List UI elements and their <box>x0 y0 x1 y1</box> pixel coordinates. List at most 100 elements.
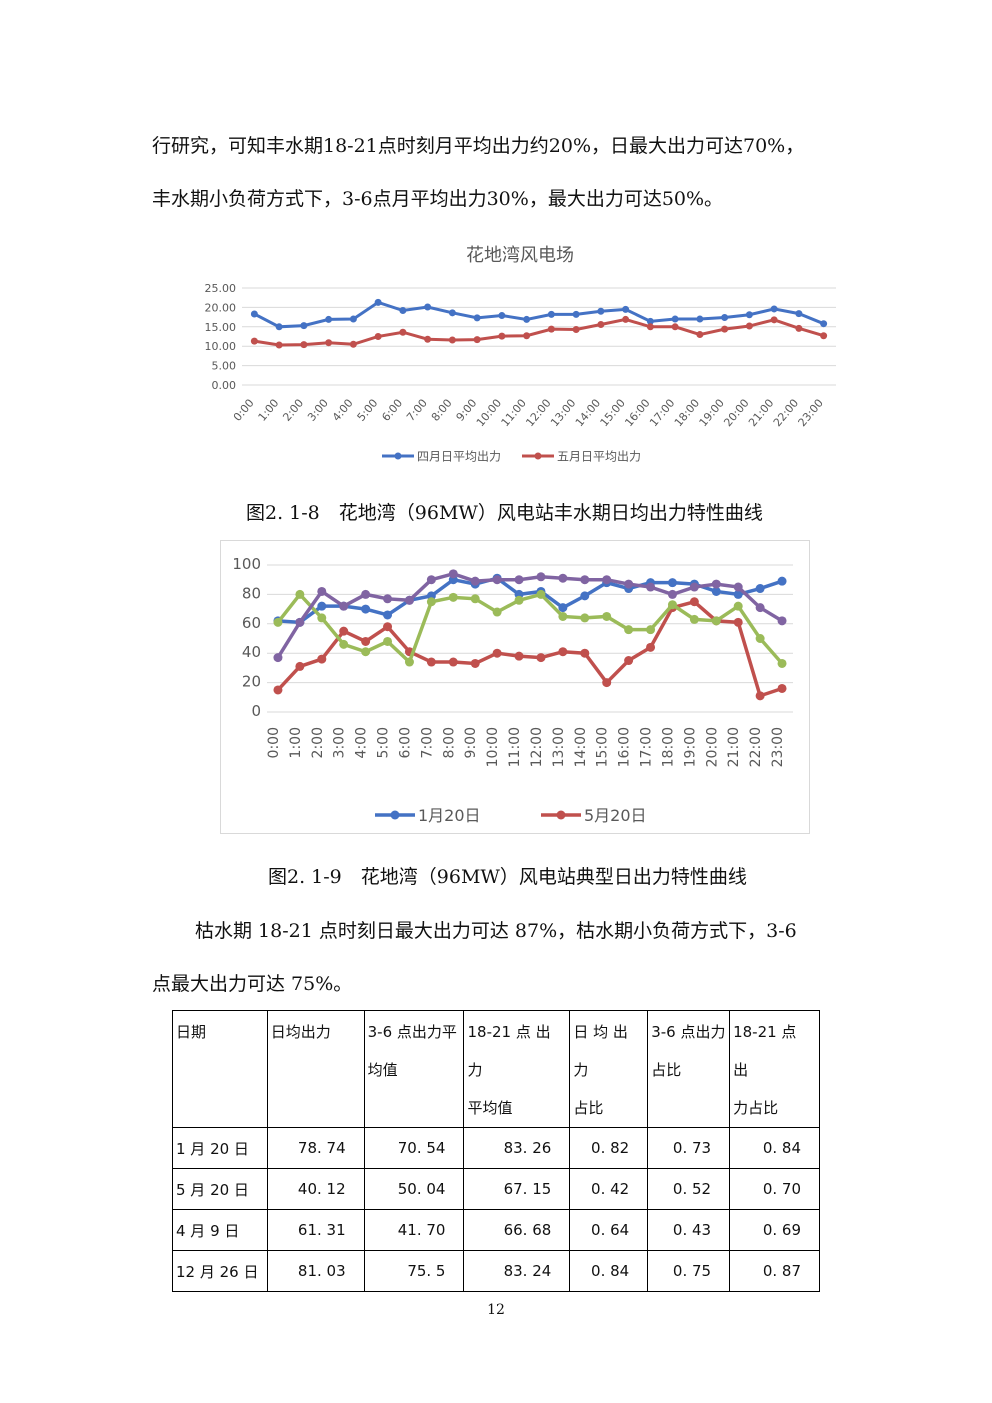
data-point <box>745 322 753 330</box>
cell-date: 12 月 26 日 <box>172 1250 268 1292</box>
header-18-21-average: 18-21 点 出 力平均值 <box>463 1010 571 1128</box>
y-tick-label: 25.00 <box>205 282 237 295</box>
series-line <box>276 571 783 659</box>
x-tick-label: 10:00 <box>474 397 504 430</box>
x-tick-label: 1:00 <box>256 397 282 424</box>
data-point <box>514 575 524 585</box>
data-point <box>777 658 787 668</box>
data-point <box>671 323 679 331</box>
data-point <box>448 592 458 602</box>
data-point <box>361 604 371 614</box>
data-point <box>667 589 677 599</box>
legend-label: 四月日平均出力 <box>417 450 501 464</box>
data-point <box>317 601 327 611</box>
series-line <box>254 317 825 347</box>
data-point <box>383 636 393 646</box>
header-3-6-average: 3-6 点出力平 均值 <box>363 1010 465 1128</box>
x-tick-label: 14:00 <box>573 727 589 767</box>
cell-value: 81. 03 <box>266 1250 365 1292</box>
x-tick-label: 20:00 <box>721 397 751 430</box>
data-point <box>820 320 828 328</box>
y-tick-label: 15.00 <box>205 321 237 334</box>
data-point <box>624 579 634 589</box>
legend-label: 1月20日 <box>418 806 481 825</box>
data-point <box>733 589 743 599</box>
data-point <box>733 582 743 592</box>
data-point <box>374 333 382 340</box>
x-tick-label: 1:00 <box>288 727 304 758</box>
data-point <box>820 332 828 340</box>
x-tick-label: 3:00 <box>332 727 348 758</box>
table-row: 12 月 26 日 81. 03 75. 5 83. 24 0. 84 0. 7… <box>172 1250 820 1292</box>
data-point <box>602 611 612 621</box>
data-point <box>473 314 481 322</box>
data-point <box>426 575 436 585</box>
y-tick-label: 100 <box>232 555 261 573</box>
legend-marker <box>556 810 566 820</box>
paragraph-2-line-1: 枯水期 18-21 点时刻日最大出力可达 87%，枯水期小负荷方式下，3-6 <box>195 920 797 942</box>
data-point <box>671 315 679 323</box>
y-tick-label: 60 <box>242 614 261 632</box>
data-point <box>696 315 704 323</box>
data-point <box>721 313 729 321</box>
cell-value: 50. 04 <box>363 1168 465 1210</box>
data-point <box>424 335 432 343</box>
table-row: 4 月 9 日 61. 31 41. 70 66. 68 0. 64 0. 43… <box>172 1209 820 1251</box>
data-point <box>361 636 371 646</box>
data-point <box>733 617 743 627</box>
data-point <box>339 639 349 649</box>
data-point <box>689 597 699 607</box>
data-point <box>448 569 458 579</box>
data-point <box>646 625 656 635</box>
cell-value: 83. 24 <box>463 1250 571 1292</box>
cell-value: 67. 15 <box>463 1168 571 1210</box>
cell-value: 70. 54 <box>363 1127 465 1169</box>
data-point <box>339 626 349 636</box>
cell-value: 0. 87 <box>729 1250 820 1292</box>
table-row: 5 月 20 日 40. 12 50. 04 67. 15 0. 42 0. 5… <box>172 1168 820 1210</box>
data-point <box>711 579 721 589</box>
data-point <box>646 323 654 331</box>
chart-typical-day-output: 100 80 60 40 20 0 0:00 1:00 2:00 3:00 4:00 5:00 6:00… <box>232 555 793 825</box>
y-tick-label: 80 <box>242 584 261 602</box>
data-point <box>547 325 555 333</box>
cell-value: 66. 68 <box>463 1209 571 1251</box>
data-point <box>572 310 580 318</box>
data-point <box>399 307 407 315</box>
data-point <box>689 582 699 592</box>
cell-value: 0. 73 <box>647 1127 731 1169</box>
paragraph-1-line-2: 丰水期小负荷方式下，3-6点月平均出力30%，最大出力可达50%。 <box>152 188 724 210</box>
x-tick-label: 13:00 <box>551 727 567 767</box>
data-point <box>448 657 458 667</box>
data-point <box>624 625 634 635</box>
x-tick-label: 8:00 <box>441 727 457 758</box>
data-point <box>492 648 502 658</box>
data-point <box>383 594 393 604</box>
cell-value: 83. 26 <box>463 1127 571 1169</box>
data-point <box>558 573 568 583</box>
cell-value: 75. 5 <box>363 1250 465 1292</box>
x-tick-label: 15:00 <box>595 727 611 767</box>
header-daily-average: 日均出力 <box>266 1010 365 1128</box>
data-point <box>275 341 283 349</box>
x-tick-label: 18:00 <box>660 727 676 767</box>
legend-marker <box>390 810 400 820</box>
data-point <box>602 575 612 585</box>
x-tick-label: 7:00 <box>419 727 435 758</box>
x-tick-label: 22:00 <box>771 397 801 430</box>
legend-marker <box>394 452 402 460</box>
cell-value: 0. 84 <box>729 1127 820 1169</box>
y-tick-label: 5.00 <box>212 360 237 373</box>
data-point <box>383 610 393 620</box>
y-tick-label: 0.00 <box>212 379 237 392</box>
data-point <box>514 595 524 605</box>
data-point <box>580 613 590 623</box>
data-point <box>275 323 283 331</box>
data-point <box>317 586 327 596</box>
data-point <box>295 661 305 671</box>
data-point <box>770 316 778 324</box>
x-tick-label: 14:00 <box>573 397 603 430</box>
cell-value: 61. 31 <box>266 1209 365 1251</box>
data-point <box>273 617 283 627</box>
data-point <box>448 309 456 317</box>
